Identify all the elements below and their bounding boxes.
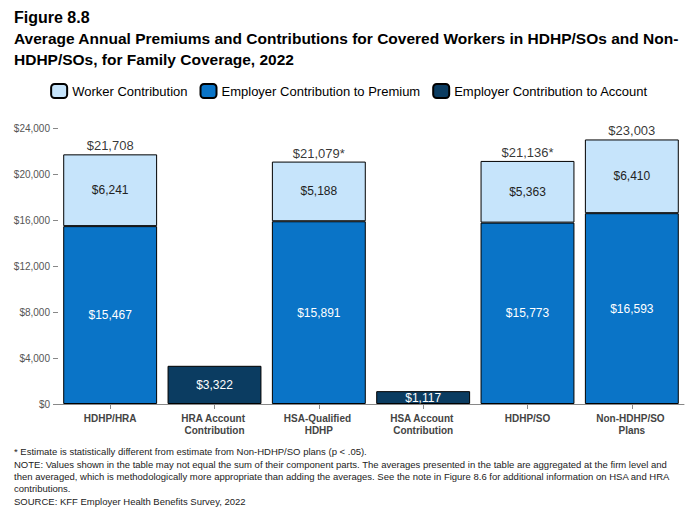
svg-text:$16,593: $16,593 [610, 302, 654, 316]
html-text:* Estimate is statistically di: * Estimate is statistically different fr… [14, 446, 367, 457]
html-text:Average Annual Premiums and Co: Average Annual Premiums and Contribution… [14, 30, 679, 68]
svg-text:$8,000: $8,000 [19, 307, 50, 318]
svg-text:Contribution: Contribution [393, 425, 453, 436]
svg-text:$16,000: $16,000 [14, 215, 51, 226]
svg-text:$15,891: $15,891 [297, 306, 341, 320]
svg-text:Worker Contribution: Worker Contribution [72, 84, 187, 99]
svg-text:Non-HDHP/SO: Non-HDHP/SO [596, 413, 667, 424]
svg-text:Plans: Plans [618, 425, 645, 436]
svg-text:$6,410: $6,410 [613, 169, 650, 183]
svg-text:HDHP/SO: HDHP/SO [505, 413, 551, 424]
svg-text:HSA-Qualified: HSA-Qualified [284, 413, 354, 424]
svg-text:$3,322: $3,322 [196, 378, 233, 392]
html-text:SOURCE: KFF Employer Health Be: SOURCE: KFF Employer Health Benefits Sur… [14, 496, 246, 507]
svg-text:$24,000: $24,000 [14, 123, 51, 134]
svg-text:$23,003: $23,003 [608, 123, 655, 138]
svg-text:$12,000: $12,000 [14, 261, 51, 272]
svg-text:$6,241: $6,241 [92, 183, 129, 197]
svg-text:$5,363: $5,363 [509, 185, 546, 199]
html-text:NOTE: Values shown in the tabl: NOTE: Values shown in the table may not … [14, 459, 669, 494]
svg-text:Employer Contribution to Accou: Employer Contribution to Account [454, 84, 647, 99]
svg-text:$20,000: $20,000 [14, 169, 51, 180]
svg-text:$21,079*: $21,079* [293, 146, 345, 161]
svg-text:HSA Account: HSA Account [390, 413, 456, 424]
svg-text:Employer Contribution to Premi: Employer Contribution to Premium [222, 84, 421, 99]
svg-text:$21,708: $21,708 [87, 138, 134, 153]
svg-text:HDHP/HRA: HDHP/HRA [84, 413, 137, 424]
svg-text:$0: $0 [39, 399, 51, 410]
svg-text:$5,188: $5,188 [300, 184, 337, 198]
svg-text:Contribution: Contribution [185, 425, 245, 436]
svg-text:$15,467: $15,467 [88, 308, 132, 322]
svg-text:$21,136*: $21,136* [501, 145, 553, 160]
svg-text:$1,117: $1,117 [405, 391, 441, 405]
html-text:Figure 8.8: Figure 8.8 [14, 9, 90, 26]
svg-text:$4,000: $4,000 [19, 353, 50, 364]
svg-text:$15,773: $15,773 [506, 306, 550, 320]
svg-text:HRA Account: HRA Account [181, 413, 247, 424]
svg-text:HDHP: HDHP [305, 425, 334, 436]
